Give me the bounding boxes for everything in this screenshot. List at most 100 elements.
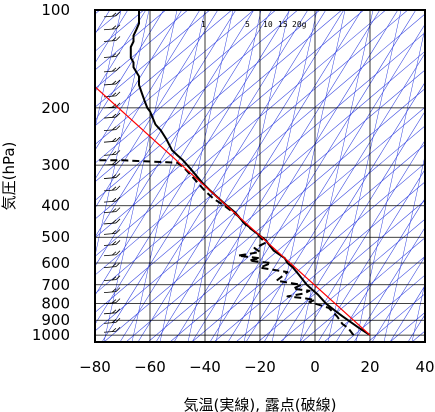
reference-line: [345, 274, 425, 342]
y-tick-label: 900: [41, 311, 70, 329]
reference-line: [95, 10, 201, 180]
reference-line: [125, 88, 425, 342]
reference-line: [95, 10, 188, 89]
reference-line: [215, 10, 290, 342]
wind-barb-flag: [115, 185, 121, 191]
wind-barb: [103, 140, 117, 143]
reference-line: [95, 10, 147, 93]
reference-line: [147, 106, 425, 342]
y-tick-label: 600: [41, 254, 70, 272]
wind-barb-flag: [111, 276, 117, 281]
reference-line: [95, 10, 408, 276]
reference-line: [355, 27, 425, 342]
mixing-ratio-label: 20g: [292, 20, 307, 29]
x-tick-label: 20: [360, 358, 379, 376]
x-tick-label: 0: [310, 358, 320, 376]
wind-barb-flag: [111, 37, 117, 42]
x-tick-label: −60: [134, 358, 166, 376]
reference-line: [187, 10, 262, 342]
wind-barb-flag: [115, 125, 121, 130]
wind-barb-flag: [111, 208, 117, 213]
mixing-ratio-label: 5: [245, 20, 250, 29]
wind-barb: [103, 312, 117, 315]
wind-barb-flag: [115, 240, 121, 245]
reference-line: [95, 32, 425, 313]
wind-barb-flag: [111, 12, 117, 17]
wind-barb-flag: [115, 79, 121, 85]
diagonal-lines: [95, 10, 425, 342]
reference-line: [95, 50, 425, 332]
reference-line: [279, 218, 425, 342]
wind-barb: [103, 200, 117, 203]
wind-barb-flag: [111, 186, 117, 191]
reference-line: [95, 10, 342, 220]
reference-line: [95, 10, 255, 267]
wind-barb-flag: [111, 241, 117, 246]
x-tick-label: −40: [189, 358, 221, 376]
temperature-line: [129, 10, 371, 336]
reference-line: [95, 10, 291, 325]
wind-barb-flag: [115, 298, 121, 303]
reference-line: [95, 85, 371, 336]
wind-barb-flag: [115, 218, 121, 224]
wind-barb: [103, 302, 117, 305]
reference-line: [299, 10, 374, 342]
wind-barb: [103, 232, 117, 235]
wind-barb-flag: [115, 287, 121, 292]
reference-line: [95, 10, 237, 238]
reference-line: [169, 125, 425, 342]
y-tick-label: 500: [41, 228, 70, 246]
reference-line: [95, 10, 183, 151]
wind-barb-flag: [115, 52, 121, 57]
reference-line: [323, 256, 425, 342]
wind-barb-flag: [115, 262, 121, 267]
reference-line: [235, 181, 425, 342]
reference-line: [353, 226, 425, 342]
wind-barb-flag: [111, 230, 117, 235]
wind-barb-flag: [115, 24, 121, 30]
reference-line: [301, 237, 425, 342]
wind-barb: [103, 291, 117, 293]
y-tick-label: 400: [41, 197, 70, 215]
reference-line: [257, 200, 425, 342]
reference-line: [95, 10, 298, 183]
wind-barb-flag: [111, 67, 117, 72]
wind-barb-flag: [115, 91, 121, 97]
reference-line: [227, 23, 425, 342]
reference-line: [155, 10, 363, 342]
wind-barbs: [103, 11, 121, 333]
x-tick-label: −20: [244, 358, 276, 376]
series-lines: [95, 10, 371, 336]
reference-line: [95, 10, 364, 239]
wind-barb-flag: [111, 126, 117, 131]
wind-barb: [103, 28, 117, 31]
reference-line: [317, 168, 425, 342]
wind-barb: [103, 222, 117, 225]
wind-barb-flag: [111, 299, 117, 304]
reference-line: [299, 139, 425, 342]
reference-line: [191, 144, 425, 342]
y-axis-label: 気圧(hPa): [0, 142, 18, 211]
plot-frame: [94, 9, 426, 343]
wind-barb: [103, 266, 117, 269]
reference-line: [95, 10, 122, 130]
wind-barb: [103, 254, 117, 257]
wind-barb-flag: [115, 318, 121, 323]
reference-line: [327, 10, 402, 342]
mixing-ratio-label: 15: [278, 20, 288, 29]
wind-barb: [103, 15, 117, 18]
wind-barb-flag: [115, 136, 121, 142]
mixing-ratio-labels: 1 5 10 15 20g: [201, 20, 307, 29]
wind-barb: [103, 129, 117, 132]
wind-barb: [103, 321, 117, 324]
wind-barb-flag: [115, 275, 121, 280]
wind-barb: [103, 330, 117, 333]
reference-line: [103, 10, 178, 342]
wind-barb-flag: [115, 159, 121, 165]
y-tick-label: 1000: [32, 326, 70, 344]
reference-line: [103, 69, 425, 342]
mixing-ratio-label: 10: [263, 20, 273, 29]
wind-barb-flag: [111, 263, 117, 268]
reference-line: [95, 10, 210, 108]
